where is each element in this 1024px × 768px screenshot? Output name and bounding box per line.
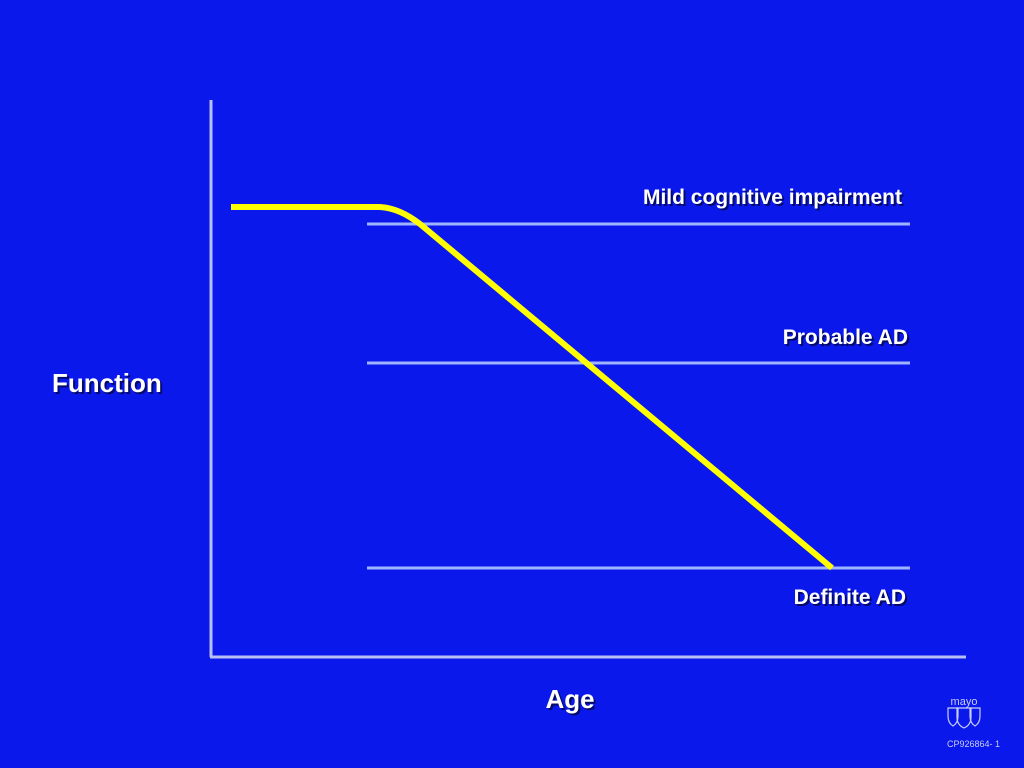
x-axis-label-shadow: Age [547,686,596,716]
y-axis-label-shadow: Function [54,370,164,400]
function-curve [231,204,834,571]
label-definite-ad: Definite AD [794,586,906,609]
slide-code: CP926864- 1 [947,739,1000,749]
label-probable-ad: Probable AD [783,326,908,349]
y-axis-label: Function [52,368,162,398]
label-shadow-probable-ad: Probable AD [785,328,910,351]
label-shadow-definite-ad: Definite AD [796,588,908,611]
shield-icon [947,707,981,729]
x-axis-label: Age [545,684,594,714]
mayo-logo: mayo [947,696,981,729]
label-mci: Mild cognitive impairment [643,186,902,209]
label-shadow-mci: Mild cognitive impairment [645,188,904,211]
mayo-logo-text: mayo [951,696,978,708]
